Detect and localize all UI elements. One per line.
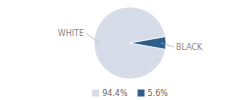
chart: WHITE BLACK 94.4% 5.6% — [0, 0, 240, 100]
leader-line — [161, 43, 174, 47]
legend-label: 5.6% — [148, 89, 169, 98]
legend-swatch — [138, 90, 145, 97]
legend: 94.4% 5.6% — [92, 89, 168, 98]
legend-label: 94.4% — [102, 89, 128, 98]
pie-slice — [130, 37, 166, 50]
slice-label: BLACK — [176, 43, 203, 52]
legend-item: 94.4% — [92, 89, 128, 98]
slice-label: WHITE — [58, 29, 84, 38]
pie — [94, 7, 166, 79]
legend-item: 5.6% — [138, 89, 169, 98]
legend-swatch — [92, 90, 99, 97]
pie-slice — [94, 7, 165, 79]
slice-labels: WHITE BLACK — [58, 29, 203, 52]
leader-line — [86, 33, 99, 43]
